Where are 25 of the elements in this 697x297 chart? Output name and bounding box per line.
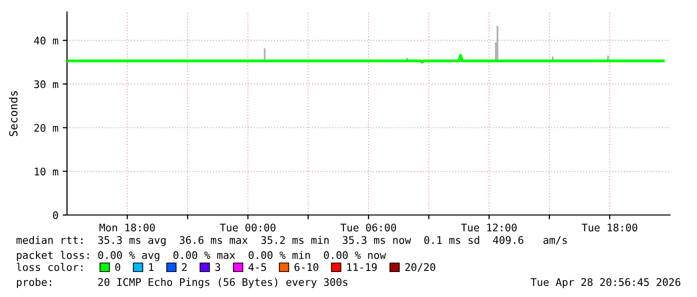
y-tick-label: 10 m	[34, 168, 58, 176]
line-series	[67, 54, 665, 64]
legend-label: 2	[182, 263, 187, 271]
legend-label: 0	[115, 263, 120, 272]
y-axis-title: Seconds	[8, 91, 18, 136]
x-tick-label: Tue 00:00	[220, 224, 276, 232]
legend-label: 20/20	[405, 263, 436, 272]
text: median rtt: 35.3 ms avg 36.6 ms max 35.2 ms min 35.3 ms now 0.1 ms sd 409.6 am/s	[16, 236, 567, 246]
legend-title: loss color:	[16, 262, 82, 272]
y-tick-label: 0	[53, 211, 58, 220]
text: probe: 20 ICMP Echo Pings (56 Bytes) every 300s	[16, 278, 348, 288]
legend-label: 6-10	[294, 263, 318, 272]
x-tick-label: Tue 12:00	[461, 224, 517, 232]
x-tick-label: Mon 18:00	[100, 224, 155, 232]
legend-label: 11-19	[347, 263, 377, 272]
legend-label: 3	[215, 263, 220, 272]
x-tick-label: Tue 06:00	[340, 224, 396, 232]
x-tick-label: Tue 18:00	[582, 224, 638, 232]
legend-label: 4-5	[248, 263, 266, 272]
y-tick-label: 30 m	[34, 80, 58, 88]
text: packet loss: 0.00 % avg 0.00 % max 0.00 % min 0.00 % now	[16, 250, 386, 262]
y-tick-label: 40 m	[34, 36, 58, 45]
text: Tue Apr 28 20:56:45 2026	[530, 278, 680, 288]
y-tick-label: 20 m	[34, 124, 58, 132]
legend-label: 1	[149, 263, 154, 271]
